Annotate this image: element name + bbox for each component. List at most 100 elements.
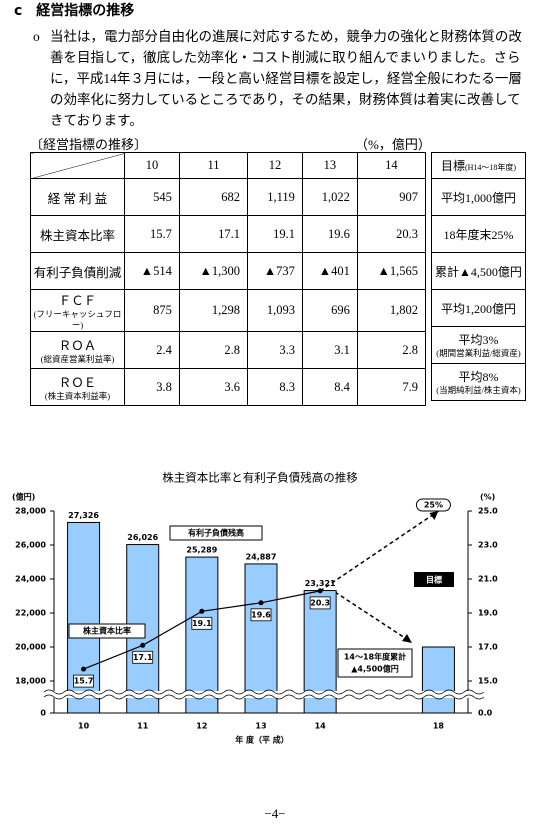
cell: 545 (124, 178, 180, 216)
y2-axis-label: (%) (480, 493, 495, 502)
y2-tick-label: 15.0 (478, 677, 498, 686)
row: ＲＯＥ (株主資本利益率) 3.8 3.6 8.3 8.4 7.9 (30, 368, 427, 406)
y-tick-label: 24,000 (15, 575, 46, 584)
note-line: ▲4,500億円 (351, 664, 398, 674)
cell: 8.3 (247, 368, 303, 406)
cell: 682 (178, 178, 249, 216)
year-header: 11 (178, 152, 249, 179)
point (199, 608, 205, 614)
target-table: 目標(H14～18年度) 平均1,000億円 18年度末25% 累計▲4,500億円平… (431, 152, 526, 401)
target-cell: 平均8% (当期純利益/株主資本) (431, 363, 526, 401)
indicator-table: 10 11 12 13 14 経 常 利 益 545 682 1,119 1,022 907 株主資本… (30, 152, 427, 406)
cell: 1,298 (178, 289, 249, 332)
target-cell: 累計▲4,500億円 (431, 252, 526, 290)
target-header-note: (H14～18年度) (464, 163, 517, 172)
row-label-note: (フリーキャッシュフロー) (33, 309, 122, 330)
cell: 2.8 (356, 331, 427, 369)
cell: ▲1,565 (356, 252, 427, 290)
y-axis-label: (億円) (12, 492, 35, 502)
arrowhead (402, 634, 412, 643)
y2-tick-label: 17.0 (478, 643, 498, 652)
page-number: −4− (264, 806, 286, 821)
point (317, 588, 323, 594)
x-tick-label: 13 (255, 722, 266, 731)
target-note: (当期純利益/株主資本) (436, 385, 521, 395)
axis-break-line (43, 689, 485, 700)
target-text: 18年度末25% (443, 227, 514, 242)
value-label-box (309, 596, 331, 610)
legend-box (68, 623, 146, 639)
table-caption: 〔経営指標の推移〕 (30, 137, 148, 152)
row-label-text: ＲＯＥ (58, 376, 97, 390)
row-label-note: (株主資本利益率) (44, 391, 111, 401)
legend-label: 有利子負債残高 (188, 528, 244, 538)
cell: 1,802 (356, 289, 427, 332)
cell: 2.4 (124, 331, 180, 369)
legend-label: 株主資本比率 (83, 626, 131, 636)
y2-tick-label: 23.0 (478, 541, 498, 550)
row-label: ＲＯＥ (株主資本利益率) (30, 368, 125, 406)
value-label-box (250, 608, 272, 622)
bar (421, 646, 455, 714)
target-note: (期間営業利益/総資産) (436, 348, 521, 358)
table-unit: （%，億円） (355, 137, 431, 152)
row: ＦＣＦ (フリーキャッシュフロー) 875 1,298 1,093 696 1,802 (30, 289, 427, 332)
cell: 3.8 (124, 368, 180, 406)
x-tick-label: 11 (137, 722, 149, 731)
bar (244, 563, 278, 714)
corner-cell (30, 152, 125, 179)
point (140, 642, 146, 648)
note-line: 14～18年度累計 (344, 652, 406, 662)
cell: 2.8 (178, 331, 249, 369)
row-label: 有利子負債削減 (30, 252, 125, 290)
y2-tick-label: 21.0 (478, 575, 498, 584)
target-cell: 18年度末25% (431, 215, 526, 253)
bar-label: 26,026 (127, 533, 158, 542)
value-label-box (73, 674, 94, 688)
line-label: 19.1 (192, 619, 212, 628)
chart: 株主資本比率と有利子負債残高の推移 (億円) (%) 年 度（平 成） 目標 1… (12, 471, 498, 745)
cell: 7.9 (356, 368, 427, 406)
paragraph: o 当社は，電力部分自由化の進展に対応するため，競争力の強化と財務体質の改善を目… (33, 26, 523, 131)
value-label-box (191, 616, 213, 630)
cell: ▲401 (301, 252, 358, 290)
cell: 19.6 (301, 215, 358, 253)
chart-title: 株主資本比率と有利子負債残高の推移 (162, 471, 358, 485)
target-text: 平均1,200億円 (440, 301, 516, 316)
target-text: 平均8% (458, 370, 499, 384)
row-label-text: 有利子負債削減 (33, 265, 122, 280)
x-tick-label: 18 (433, 722, 445, 731)
y2-tick-label: 0.0 (478, 709, 493, 718)
cell: 3.6 (178, 368, 249, 406)
bar-label: 27,326 (68, 511, 99, 520)
x-tick-label: 14 (315, 722, 327, 731)
target-cell: 平均1,000億円 (431, 178, 526, 216)
target-cell: 平均3% (期間営業利益/総資産) (431, 326, 526, 364)
x-tick-label: 10 (78, 722, 90, 731)
cell: 17.1 (178, 215, 249, 253)
bar-label: 25,289 (186, 546, 217, 555)
year-header: 14 (356, 152, 427, 179)
row: ＲＯＡ (総資産営業利益率) 2.4 2.8 3.3 3.1 2.8 (30, 331, 427, 369)
paragraph-text: 当社は，電力部分自由化の進展に対応するため，競争力の強化と財務体質の改善を目指し… (50, 29, 522, 128)
heading: c 経営指標の推移 (14, 3, 135, 19)
y-tick-label: 26,000 (15, 541, 46, 550)
header-row: 10 11 12 13 14 (30, 152, 427, 179)
trend-arrow (334, 591, 409, 641)
row-label-text: ＲＯＡ (58, 339, 97, 353)
row-label-note: (総資産営業利益率) (40, 354, 115, 364)
cell: 8.4 (301, 368, 358, 406)
row: 経 常 利 益 545 682 1,119 1,022 907 (30, 178, 427, 216)
row: 18年度末25% (431, 215, 526, 253)
y-tick-label: 28,000 (15, 507, 46, 516)
header-row: 目標(H14～18年度) (431, 152, 526, 179)
value-label-box (132, 650, 154, 664)
line-label: 19.6 (251, 610, 271, 619)
row-label-text: ＦＣＦ (58, 294, 97, 308)
cell: 875 (124, 289, 180, 332)
bar (185, 556, 219, 714)
row-label-text: 株主資本比率 (39, 228, 115, 243)
row: 平均8% (当期純利益/株主資本) (431, 363, 526, 401)
